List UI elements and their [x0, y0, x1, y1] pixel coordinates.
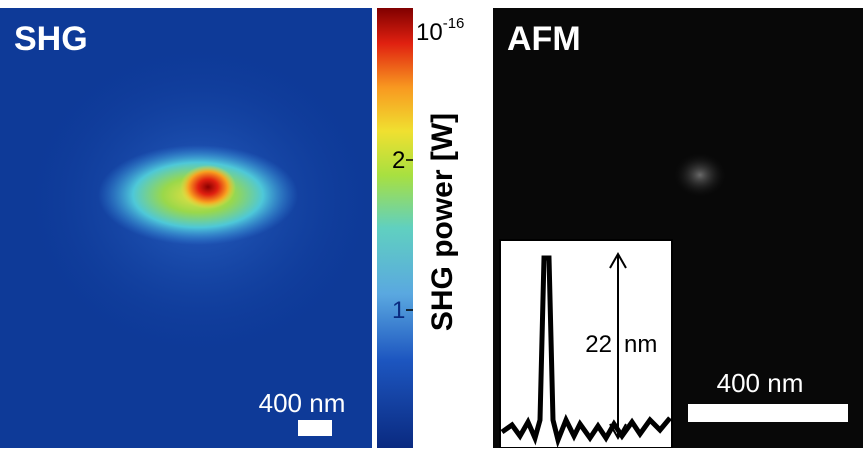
scale-bar — [298, 420, 332, 436]
panel-label: SHG — [14, 20, 88, 58]
height-unit: nm — [624, 331, 657, 358]
separator — [372, 0, 377, 448]
height-value: 22 — [585, 331, 612, 358]
shg-core — [180, 165, 236, 209]
colorbar — [377, 8, 413, 448]
scale-bar-label: 400 nm — [259, 388, 346, 418]
panel-label: AFM — [507, 20, 581, 58]
afm-spot — [674, 153, 726, 197]
colorbar-top-label: 10-16 — [416, 15, 464, 46]
arrow-head — [609, 423, 627, 441]
scale-bar-label: 400 nm — [717, 368, 804, 398]
colorbar-tick-label: 2 — [392, 147, 405, 174]
colorbar-title: SHG power [W] — [426, 113, 459, 331]
colorbar-top-exponent: -16 — [443, 15, 465, 32]
colorbar-top-base: 10 — [416, 19, 443, 46]
height-profile — [500, 255, 672, 449]
colorbar-tick-label: 1 — [392, 297, 405, 324]
arrow-head — [609, 251, 627, 269]
height-profile-inset — [499, 239, 673, 449]
top-margin — [0, 0, 863, 8]
scale-bar — [688, 404, 848, 422]
